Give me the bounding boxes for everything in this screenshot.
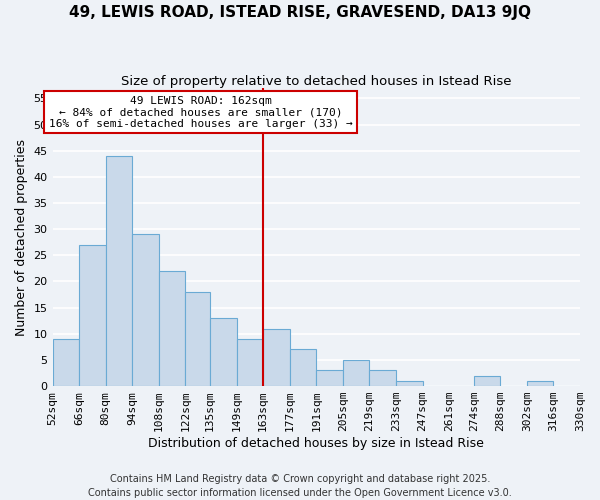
Bar: [210, 318, 236, 386]
Text: 49 LEWIS ROAD: 162sqm
← 84% of detached houses are smaller (170)
16% of semi-det: 49 LEWIS ROAD: 162sqm ← 84% of detached …: [49, 96, 352, 129]
Bar: [527, 381, 553, 386]
Bar: [53, 339, 79, 386]
Bar: [79, 245, 106, 386]
Text: Contains HM Land Registry data © Crown copyright and database right 2025.
Contai: Contains HM Land Registry data © Crown c…: [88, 474, 512, 498]
Text: 49, LEWIS ROAD, ISTEAD RISE, GRAVESEND, DA13 9JQ: 49, LEWIS ROAD, ISTEAD RISE, GRAVESEND, …: [69, 5, 531, 20]
Bar: [132, 234, 159, 386]
X-axis label: Distribution of detached houses by size in Istead Rise: Distribution of detached houses by size …: [148, 437, 484, 450]
Bar: [474, 376, 500, 386]
Bar: [185, 292, 210, 386]
Title: Size of property relative to detached houses in Istead Rise: Size of property relative to detached ho…: [121, 75, 512, 88]
Bar: [396, 381, 422, 386]
Y-axis label: Number of detached properties: Number of detached properties: [15, 138, 28, 336]
Bar: [263, 328, 290, 386]
Bar: [370, 370, 396, 386]
Bar: [236, 339, 263, 386]
Bar: [159, 271, 185, 386]
Bar: [106, 156, 132, 386]
Bar: [290, 350, 316, 386]
Bar: [343, 360, 370, 386]
Bar: [316, 370, 343, 386]
